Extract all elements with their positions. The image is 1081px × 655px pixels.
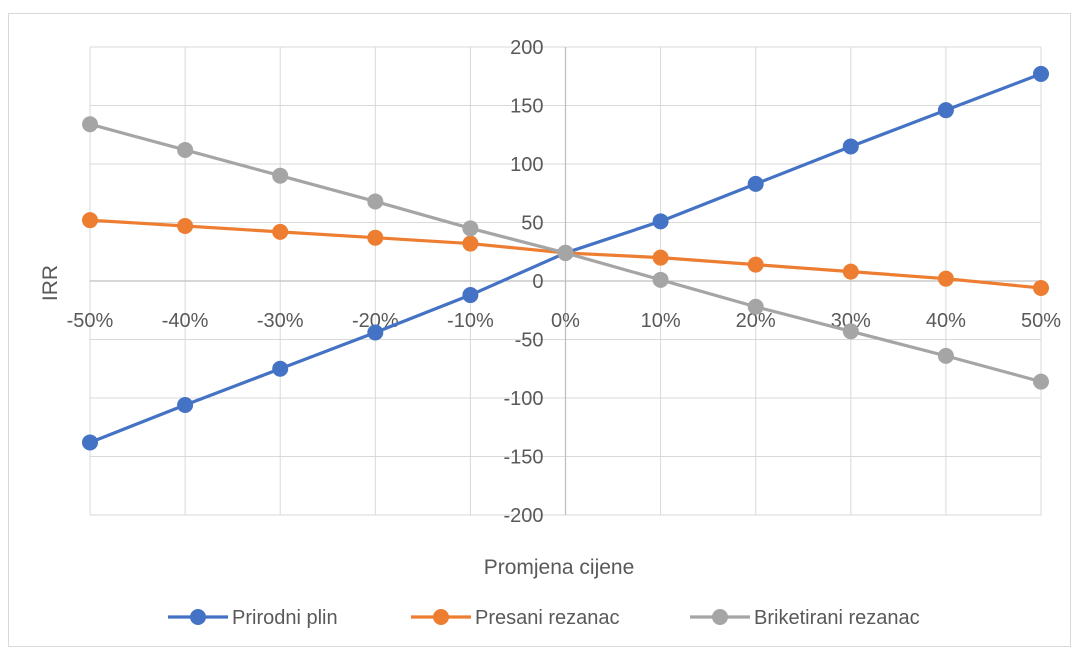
y-tick-labels: 200 150 100 50 0 -50 -100 -150 -200 — [503, 37, 543, 527]
data-point — [937, 270, 954, 287]
data-point — [747, 298, 764, 315]
data-point — [82, 434, 98, 451]
data-point — [177, 397, 194, 414]
y-tick-label: -150 — [503, 447, 543, 469]
data-point — [937, 102, 954, 119]
data-point — [652, 249, 669, 266]
data-point — [272, 223, 289, 240]
x-tick-label: -50% — [67, 310, 114, 332]
legend-item-2: Briketirani rezanac — [690, 607, 920, 629]
x-axis-title: Promjena cijene — [484, 556, 635, 579]
series-2 — [82, 116, 1049, 390]
data-point — [82, 116, 98, 133]
legend-label: Presani rezanac — [475, 607, 620, 629]
data-point — [177, 141, 194, 158]
y-tick-label: -100 — [503, 388, 543, 410]
x-tick-label: 50% — [1021, 310, 1061, 332]
y-tick-label: 200 — [510, 37, 543, 59]
y-tick-label: 100 — [510, 154, 543, 176]
data-point — [177, 218, 194, 235]
legend-swatch-marker — [190, 609, 206, 625]
data-point — [1033, 280, 1049, 297]
data-point — [272, 360, 289, 377]
legend-label: Prirodni plin — [232, 607, 338, 629]
y-tick-label: 50 — [521, 213, 543, 235]
x-tick-label: -30% — [257, 310, 304, 332]
data-point — [367, 193, 384, 210]
y-tick-label: 150 — [510, 96, 543, 118]
data-point — [462, 220, 479, 237]
x-tick-label: 30% — [831, 310, 871, 332]
data-point — [652, 271, 669, 288]
data-point — [462, 287, 479, 304]
data-point — [367, 324, 384, 341]
data-point — [842, 263, 859, 280]
data-point — [367, 229, 384, 246]
data-point — [652, 213, 669, 230]
y-tick-label: 0 — [532, 271, 543, 293]
y-tick-label: -200 — [503, 505, 543, 527]
x-tick-label: 10% — [641, 310, 681, 332]
x-tick-label: 40% — [926, 310, 966, 332]
legend: Prirodni plin Presani rezanac Briketirani … — [168, 607, 920, 629]
data-point — [82, 212, 98, 229]
legend-item-1: Presani rezanac — [411, 607, 620, 629]
x-tick-labels: -50% -40% -30% -20% -10% 0% 10% 20% 30% 40% 50% — [67, 310, 1062, 332]
x-tick-label: 0% — [551, 310, 580, 332]
data-point — [462, 235, 479, 252]
data-point — [842, 323, 859, 340]
series-layer — [82, 65, 1049, 451]
data-point — [1033, 373, 1049, 390]
data-point — [557, 244, 574, 261]
data-point — [272, 167, 289, 184]
legend-label: Briketirani rezanac — [754, 607, 920, 629]
x-tick-label: -40% — [162, 310, 209, 332]
data-point — [747, 175, 764, 192]
data-point — [937, 347, 954, 364]
y-tick-label: -50 — [515, 330, 544, 352]
x-tick-label: -10% — [447, 310, 494, 332]
x-tick-label: 20% — [736, 310, 776, 332]
data-point — [842, 138, 859, 155]
data-point — [747, 256, 764, 273]
axes — [90, 47, 1041, 515]
legend-swatch-marker — [433, 609, 449, 625]
legend-item-0: Prirodni plin — [168, 607, 338, 629]
data-point — [1033, 65, 1049, 82]
legend-swatch-marker — [712, 609, 728, 625]
y-axis-title: IRR — [39, 265, 62, 301]
